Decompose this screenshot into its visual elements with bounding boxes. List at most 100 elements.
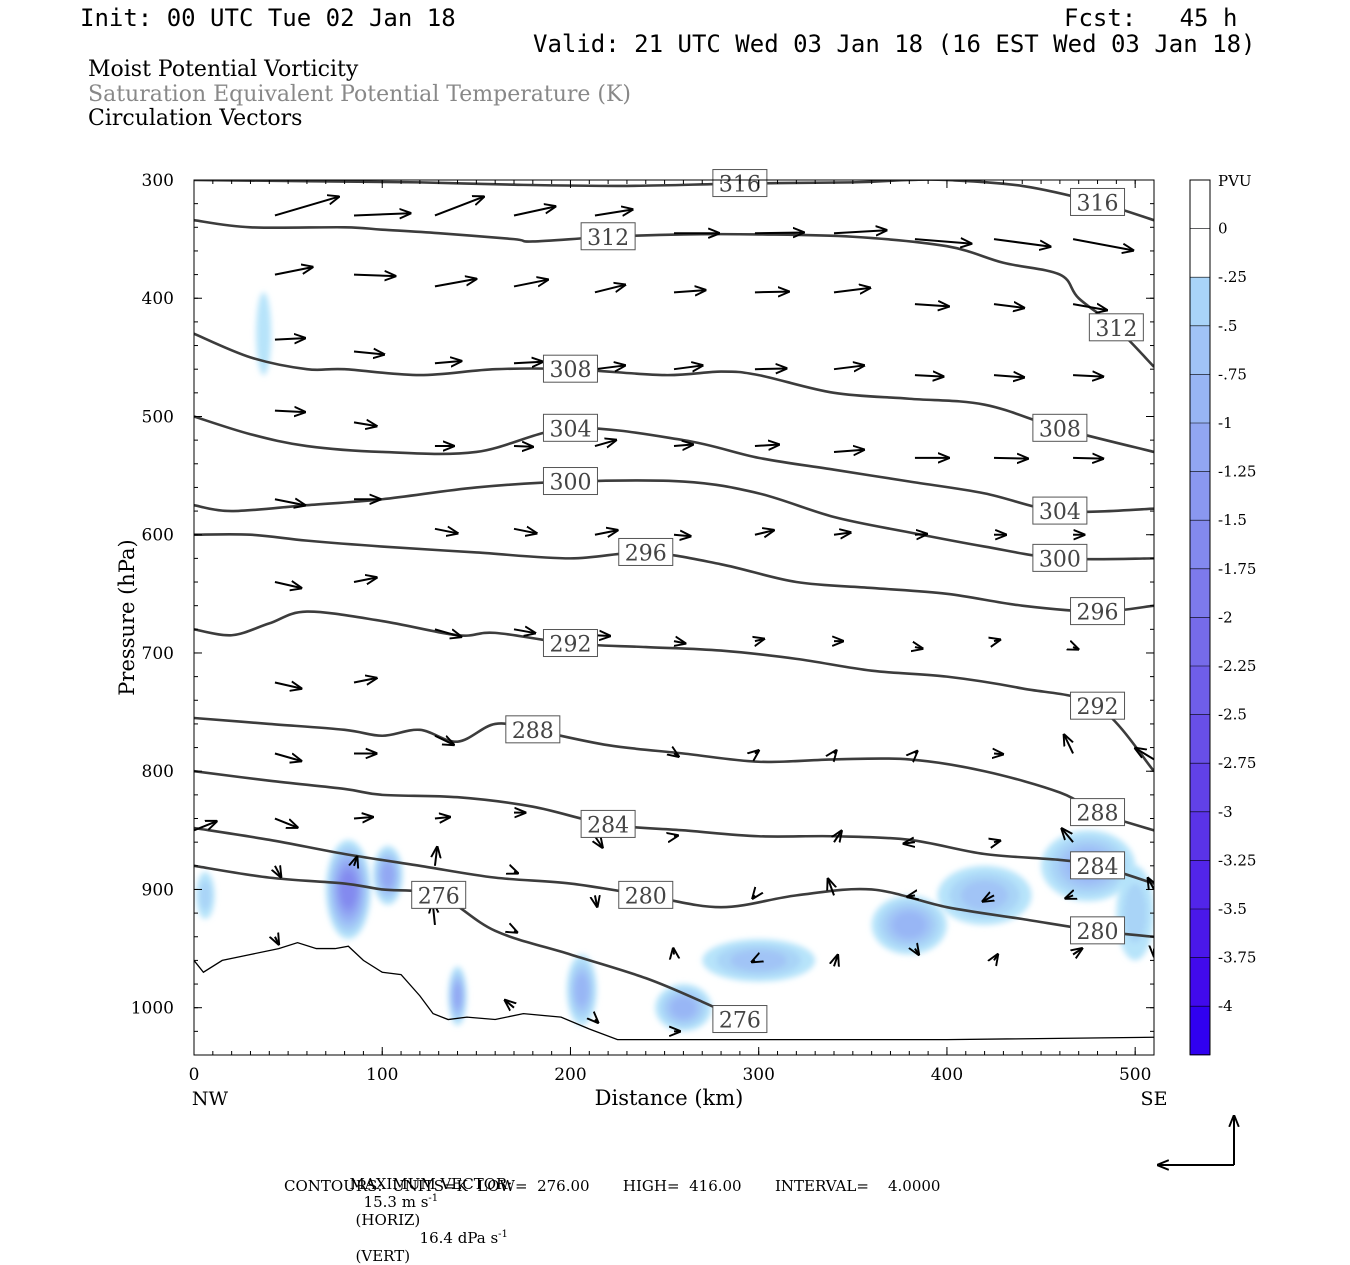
vector-arrow: [673, 445, 693, 447]
vector-arrow: [274, 338, 305, 340]
vector-arrow: [1072, 238, 1133, 250]
vector-arrow: [674, 753, 679, 756]
vector-arrow: [833, 532, 851, 534]
colorbar-tick-label: -3.75: [1218, 949, 1256, 967]
y-axis-title: Pressure (hPa): [115, 539, 139, 695]
vector-arrow: [275, 937, 279, 945]
contour-label-box: [712, 169, 768, 198]
contour-label-box: [542, 354, 598, 383]
vector-arrow: [595, 895, 597, 906]
vector-arrow: [274, 197, 339, 217]
contour-label: 296: [1077, 601, 1119, 626]
colorbar-tick-label: -2: [1218, 608, 1233, 626]
vector-arrow: [907, 895, 915, 897]
field-title-pv: Moist Potential Vorticity: [88, 57, 359, 82]
contour-label: 300: [549, 471, 591, 496]
vector-arrow: [274, 582, 301, 588]
pv-blob: [372, 845, 403, 905]
x-axis-title: Distance (km): [595, 1086, 744, 1110]
vector-arrow: [673, 948, 674, 954]
contour-label-box: [505, 715, 561, 744]
vector-arrow: [353, 422, 377, 426]
colorbar-segment: [1190, 811, 1210, 861]
vector-arrow: [993, 304, 1024, 308]
colorbar-segment: [1190, 228, 1210, 278]
contour-label: 288: [512, 719, 554, 744]
contour-label-box: [1032, 413, 1088, 442]
forecast-hour: Fcst: 45 h: [1064, 4, 1238, 32]
colorbar-segment: [1190, 860, 1210, 910]
vector-arrow: [674, 641, 685, 643]
vector-arrow: [673, 535, 691, 537]
contour-label: 316: [719, 173, 761, 198]
colorbar-segment: [1190, 1006, 1210, 1056]
contour-label: 280: [1077, 920, 1119, 945]
y-tick-label: 300: [142, 171, 174, 191]
vector-arrow: [434, 628, 461, 637]
colorbar-tick-label: -.25: [1218, 268, 1247, 286]
contour-308: [194, 332, 1154, 454]
vector-arrow: [914, 239, 971, 244]
pv-blob: [566, 954, 597, 1026]
vector-arrow: [353, 213, 410, 215]
cross-section-chart: 316 316 312 312 308 308 304 304 300 300 296 296 292 2…: [115, 169, 1256, 1200]
contour-label-box: [618, 880, 674, 909]
contour-label-box: [411, 880, 467, 909]
x-tick-label: 300: [742, 1065, 774, 1085]
vector-arrow: [755, 750, 759, 753]
contour-296: [194, 532, 1154, 613]
colorbar-tick-label: -1.5: [1218, 511, 1247, 529]
contour-label-box: [580, 222, 636, 251]
pv-blob: [655, 984, 712, 1032]
vector-arrow: [754, 530, 774, 535]
pv-blob: [871, 895, 947, 955]
colorbar-segment: [1190, 325, 1210, 375]
x-tick-label: 500: [1119, 1065, 1151, 1085]
vector-arrow: [514, 872, 518, 874]
colorbar-tick-label: -1.25: [1218, 463, 1256, 481]
colorbar-segment: [1190, 277, 1210, 327]
y-tick-label: 1000: [131, 999, 174, 1019]
vector-arrow: [993, 375, 1024, 377]
colorbar-tick-label: -3.5: [1218, 900, 1247, 918]
pv-blob: [256, 292, 272, 376]
colorbar-tick-label: -2.75: [1218, 754, 1256, 772]
contour-label: 284: [587, 813, 629, 838]
x-tick-label: 0: [189, 1065, 200, 1085]
contour-label-box: [1070, 798, 1126, 827]
vector-arrow: [435, 847, 437, 866]
contour-label: 300: [1039, 547, 1081, 572]
vector-arrow: [514, 931, 517, 933]
colorbar-segment: [1190, 520, 1210, 570]
circulation-vectors: [194, 197, 1154, 1032]
vector-arrow: [505, 1000, 514, 1008]
vector-arrow: [914, 375, 944, 377]
contour-label-box: [1070, 187, 1126, 216]
vector-arrow: [354, 857, 357, 866]
vector-arrow: [915, 647, 923, 649]
vector-arrow: [274, 817, 298, 828]
colorbar-tick-label: -1: [1218, 414, 1233, 432]
colorbar-tick-label: -2.25: [1218, 657, 1256, 675]
vector-arrow: [754, 292, 789, 293]
contour-label: 292: [549, 633, 591, 658]
y-tick-label: 700: [142, 644, 174, 664]
vector-arrow: [513, 629, 535, 633]
contour-276: [194, 864, 760, 1033]
contour-label: 312: [1095, 317, 1137, 342]
vector-arrow: [513, 280, 548, 288]
colorbar-segment: [1190, 909, 1210, 959]
vert-tag: (VERT): [355, 1247, 411, 1265]
contour-label: 308: [549, 358, 591, 383]
contour-label-box: [1070, 691, 1126, 720]
contour-label-box: [1070, 597, 1126, 626]
contour-label: 284: [1077, 855, 1119, 880]
vector-arrow: [513, 362, 543, 364]
vector-arrow: [1073, 458, 1103, 459]
contour-label: 304: [549, 417, 591, 442]
vector-arrow: [434, 279, 476, 288]
vector-arrow: [833, 450, 864, 452]
vector-arrow: [993, 458, 1028, 459]
colorbar-tick-label: -.75: [1218, 365, 1247, 383]
vector-arrow: [994, 640, 1000, 642]
